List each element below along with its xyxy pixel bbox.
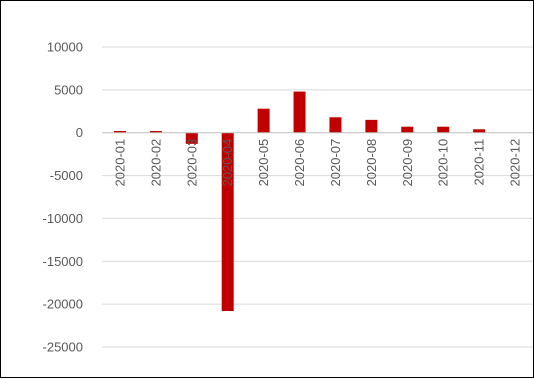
y-tick-label: 5000 [54, 82, 83, 97]
bar-2020-08 [365, 119, 378, 133]
bar-2020-03 [185, 132, 198, 144]
y-tick-label: -15000 [43, 254, 83, 269]
x-tick-label: 2020-09 [400, 139, 415, 187]
x-tick-label: 2020-07 [328, 139, 343, 187]
bar-2020-06 [293, 91, 306, 133]
gridlines [102, 46, 533, 348]
bar-2020-07 [329, 117, 342, 133]
y-tick-label: -20000 [43, 297, 83, 312]
x-tick-label: 2020-02 [148, 139, 163, 187]
bar-2020-02 [149, 131, 162, 133]
bar-2020-05 [257, 108, 270, 133]
x-tick-label: 2020-01 [112, 139, 127, 187]
y-tick-label: -25000 [43, 340, 83, 355]
y-tick-label: 10000 [47, 40, 83, 55]
bar-2020-01 [113, 131, 126, 133]
x-tick-label: 2020-11 [472, 139, 487, 186]
y-tick-label: -5000 [50, 168, 83, 183]
y-axis-tick-labels: 10000 5000 0 -5000 -10000 -15000 -20000 -25000 [43, 40, 83, 355]
x-axis-tick-labels: 2020-01 2020-02 2020-03 2020-04 2020-05 2020-… [112, 139, 522, 187]
x-tick-label: 2020-10 [436, 139, 451, 187]
y-tick-label: 0 [76, 125, 83, 140]
y-tick-label: -10000 [43, 211, 83, 226]
x-tick-label: 2020-08 [364, 139, 379, 187]
x-tick-label: 2020-05 [256, 139, 271, 187]
x-tick-label: 2020-03 [184, 139, 199, 187]
bars [113, 91, 486, 311]
bar-2020-11 [473, 129, 486, 133]
x-tick-label: 2020-06 [292, 139, 307, 187]
bar-2020-04 [221, 132, 234, 311]
x-tick-label: 2020-04 [220, 139, 235, 187]
bar-2020-10 [437, 126, 450, 133]
x-tick-label: 2020-12 [508, 139, 523, 187]
bar-2020-09 [401, 126, 414, 133]
